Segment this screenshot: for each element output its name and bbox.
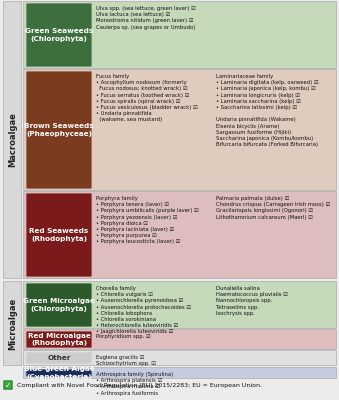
Text: Fucus family
• Ascophyllum nodosum (formerly
  Fucus nodosus; knotted wrack) ☑
•: Fucus family • Ascophyllum nodosum (form… — [96, 74, 198, 122]
Text: Porphyridium spp. ☑: Porphyridium spp. ☑ — [96, 334, 151, 339]
FancyBboxPatch shape — [23, 192, 336, 278]
Text: ✓: ✓ — [5, 380, 11, 390]
Text: Porphyra family
• Porphyra tenera (laver) ☑
• Porphyra umbilicalis (purple laver: Porphyra family • Porphyra tenera (laver… — [96, 196, 199, 244]
Text: Red Seaweeds
(Rhodophyta): Red Seaweeds (Rhodophyta) — [29, 228, 88, 242]
Text: Compliant with Novel Food Regulation (EU) 2015/2283; EU = European Union.: Compliant with Novel Food Regulation (EU… — [15, 382, 262, 388]
FancyBboxPatch shape — [26, 283, 92, 326]
FancyBboxPatch shape — [26, 3, 92, 67]
Text: Laminariaceae family
• Laminaria digitata (kelp, oarweed) ☑
• Laminaria japonica: Laminariaceae family • Laminaria digitat… — [217, 74, 319, 147]
Text: Blue-green Algae
(Cyanobacteria): Blue-green Algae (Cyanobacteria) — [24, 366, 94, 380]
FancyBboxPatch shape — [23, 368, 336, 378]
FancyBboxPatch shape — [4, 381, 12, 389]
FancyBboxPatch shape — [26, 370, 92, 376]
FancyBboxPatch shape — [23, 2, 336, 68]
Text: Chorella family
• Chlorella vulgaris ☑
• Auxenochlorella pyrenoidosa ☑
• Auxenoc: Chorella family • Chlorella vulgaris ☑ •… — [96, 286, 191, 334]
Text: Brown Seaweeds
(Phaeophyceae): Brown Seaweeds (Phaeophyceae) — [24, 123, 94, 137]
FancyBboxPatch shape — [23, 282, 336, 328]
Text: Arthrospira family (Spirulina)
• Arthrospira platensis ☑
• Arthrospira maxima ☑
: Arthrospira family (Spirulina) • Arthros… — [96, 372, 202, 400]
FancyBboxPatch shape — [23, 330, 336, 350]
Text: Green Seaweeds
(Chlorophyta): Green Seaweeds (Chlorophyta) — [25, 28, 93, 42]
FancyBboxPatch shape — [26, 71, 92, 189]
Text: Euglena gracilis ☑
Schizochytrium spp. ☑: Euglena gracilis ☑ Schizochytrium spp. ☑ — [96, 355, 156, 366]
Text: Ulva spp. (sea lettuce, green laver) ☑
Ulva lactuca (sea lettuce) ☑
Monostroma n: Ulva spp. (sea lettuce, green laver) ☑ U… — [96, 6, 196, 30]
FancyBboxPatch shape — [23, 70, 336, 190]
Text: Other: Other — [47, 355, 71, 361]
Text: Microalgae: Microalgae — [8, 297, 17, 350]
Text: Macroalgae: Macroalgae — [8, 112, 17, 168]
Text: Green Microalgae
(Chlorophyta): Green Microalgae (Chlorophyta) — [23, 298, 95, 312]
Text: Dunaliella salina
Haematococcus pluvialis ☑
Nannochloropsis spp.
Tetraselims spp: Dunaliella salina Haematococcus pluviali… — [217, 286, 288, 316]
Text: Red Microalgae
(Rhodophyta): Red Microalgae (Rhodophyta) — [27, 333, 91, 346]
FancyBboxPatch shape — [23, 350, 336, 366]
FancyBboxPatch shape — [3, 2, 21, 278]
FancyBboxPatch shape — [26, 194, 92, 277]
FancyBboxPatch shape — [3, 282, 21, 366]
FancyBboxPatch shape — [26, 331, 92, 348]
Text: Palmaria palmata (dulse) ☑
Chondrus crispus (Carrageen Irish moss) ☑
Gracilariop: Palmaria palmata (dulse) ☑ Chondrus cris… — [217, 196, 331, 220]
FancyBboxPatch shape — [26, 352, 92, 364]
